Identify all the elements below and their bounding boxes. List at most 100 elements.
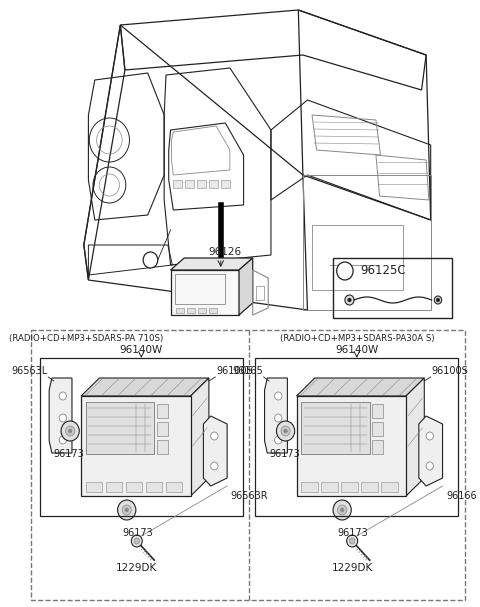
Bar — [106, 482, 122, 492]
Circle shape — [125, 508, 129, 512]
Polygon shape — [406, 378, 424, 496]
Circle shape — [434, 296, 442, 304]
Bar — [81, 396, 191, 496]
Bar — [85, 482, 102, 492]
Text: (RADIO+CD+MP3+SDARS-PA30A S): (RADIO+CD+MP3+SDARS-PA30A S) — [280, 334, 435, 344]
Text: 96140W: 96140W — [335, 345, 378, 355]
Bar — [382, 482, 398, 492]
Bar — [157, 422, 168, 436]
Bar — [198, 308, 206, 313]
Polygon shape — [204, 416, 227, 486]
Text: 1229DK: 1229DK — [116, 563, 157, 573]
Text: 96126: 96126 — [209, 247, 242, 257]
Circle shape — [118, 500, 136, 520]
Text: a: a — [147, 255, 154, 265]
Text: 96563L: 96563L — [11, 366, 48, 376]
Polygon shape — [297, 378, 424, 396]
Bar — [297, 396, 406, 496]
Polygon shape — [264, 378, 288, 453]
Text: 96100S: 96100S — [432, 366, 468, 376]
Text: 96166: 96166 — [446, 491, 477, 501]
Circle shape — [348, 298, 351, 302]
Circle shape — [426, 462, 433, 470]
Circle shape — [426, 432, 433, 440]
Circle shape — [59, 392, 67, 400]
Text: 96100S: 96100S — [216, 366, 253, 376]
Bar — [176, 308, 184, 313]
Bar — [361, 482, 378, 492]
Bar — [303, 175, 431, 310]
Bar — [333, 258, 452, 318]
Polygon shape — [170, 258, 252, 270]
Bar — [209, 308, 217, 313]
Circle shape — [122, 505, 132, 515]
Bar — [173, 180, 182, 188]
Bar — [146, 482, 162, 492]
Polygon shape — [191, 378, 209, 496]
Circle shape — [134, 538, 140, 544]
Bar — [372, 440, 383, 454]
Bar — [40, 358, 243, 516]
Text: 96165: 96165 — [232, 366, 263, 376]
Bar — [301, 402, 370, 454]
Text: (RADIO+CD+MP3+SDARS-PA 710S): (RADIO+CD+MP3+SDARS-PA 710S) — [9, 334, 163, 344]
Circle shape — [347, 535, 358, 547]
Circle shape — [333, 500, 351, 520]
Text: 96173: 96173 — [122, 528, 153, 538]
Circle shape — [59, 414, 67, 422]
Polygon shape — [81, 378, 209, 396]
Text: 96140W: 96140W — [120, 345, 163, 355]
Bar — [157, 440, 168, 454]
Circle shape — [276, 421, 295, 441]
Bar — [255, 358, 458, 516]
Polygon shape — [49, 378, 72, 453]
Bar — [321, 482, 337, 492]
Circle shape — [59, 436, 67, 444]
Bar — [372, 404, 383, 418]
Circle shape — [275, 414, 282, 422]
Bar — [312, 225, 403, 290]
Text: a: a — [341, 266, 348, 276]
Bar — [126, 482, 142, 492]
Bar — [175, 274, 225, 304]
Bar — [301, 482, 317, 492]
Bar — [372, 422, 383, 436]
Circle shape — [61, 421, 79, 441]
Bar — [187, 308, 195, 313]
Bar — [221, 180, 230, 188]
Circle shape — [143, 252, 158, 268]
Polygon shape — [419, 416, 443, 486]
Bar — [341, 482, 358, 492]
Circle shape — [349, 538, 355, 544]
Circle shape — [211, 432, 218, 440]
Circle shape — [340, 508, 344, 512]
Text: 96173: 96173 — [337, 528, 368, 538]
Polygon shape — [239, 258, 252, 315]
Bar — [185, 180, 194, 188]
Circle shape — [275, 392, 282, 400]
Text: 96125C: 96125C — [360, 265, 406, 277]
Bar — [197, 180, 206, 188]
Circle shape — [337, 505, 347, 515]
Circle shape — [281, 426, 290, 436]
Text: 1229DK: 1229DK — [332, 563, 373, 573]
Bar — [31, 330, 466, 600]
Text: 96563R: 96563R — [231, 491, 268, 501]
Circle shape — [345, 295, 354, 305]
Circle shape — [275, 436, 282, 444]
Text: 96173: 96173 — [269, 449, 300, 459]
Bar — [209, 180, 218, 188]
Circle shape — [211, 462, 218, 470]
Bar — [166, 482, 182, 492]
Bar — [256, 286, 264, 300]
Circle shape — [66, 426, 75, 436]
Bar — [85, 402, 154, 454]
Polygon shape — [170, 270, 239, 315]
Circle shape — [68, 429, 72, 433]
Circle shape — [336, 262, 353, 280]
Bar — [157, 404, 168, 418]
Circle shape — [436, 298, 440, 302]
Circle shape — [132, 535, 142, 547]
Text: 96173: 96173 — [54, 449, 84, 459]
Circle shape — [284, 429, 288, 433]
